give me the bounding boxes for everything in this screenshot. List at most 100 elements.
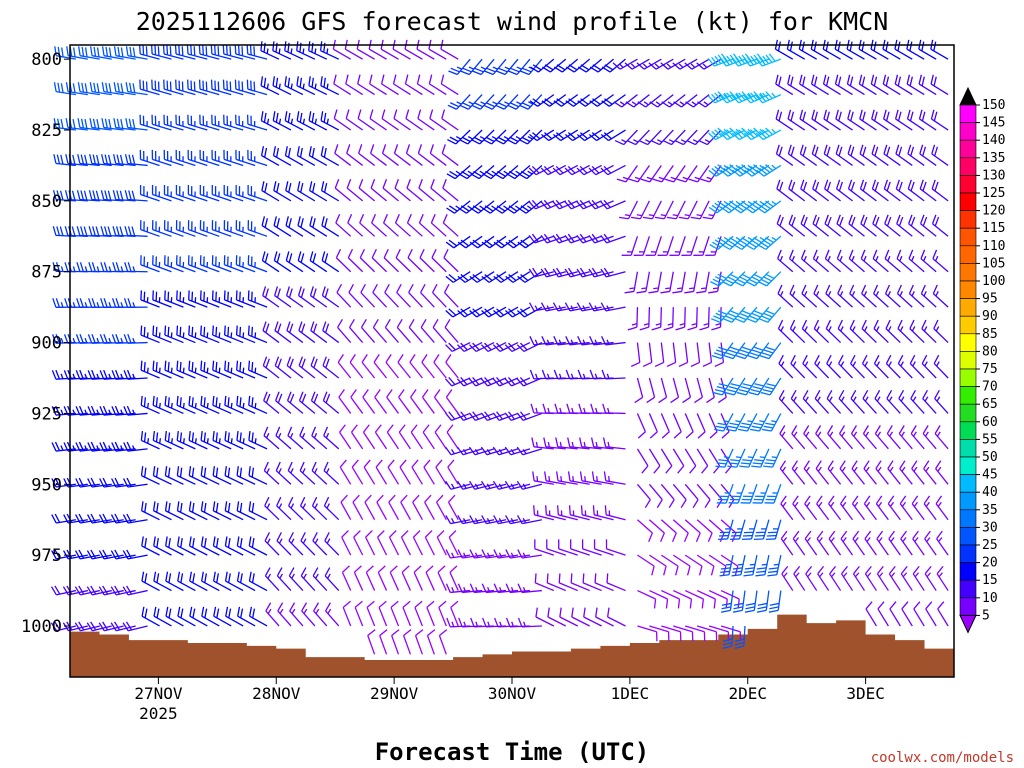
wind-barb: [873, 284, 889, 308]
wind-barb: [516, 306, 543, 318]
wind-barb: [393, 109, 411, 131]
wind-barb: [567, 471, 590, 485]
wind-barb: [101, 82, 124, 96]
wind-barb: [554, 403, 578, 415]
wind-barb: [768, 590, 782, 613]
wind-barb: [349, 354, 364, 379]
wind-barb: [176, 430, 196, 450]
wind-barb: [335, 213, 352, 237]
wind-barb: [898, 425, 913, 450]
wind-barb: [493, 271, 519, 283]
wind-barb: [481, 306, 507, 318]
wind-barb: [883, 109, 901, 131]
wind-barb: [441, 144, 459, 166]
wind-barb: [323, 496, 340, 521]
colorbar-swatch: [959, 456, 977, 475]
wind-barb: [777, 284, 794, 308]
wind-barb: [262, 356, 280, 379]
wind-barb: [438, 600, 447, 627]
wind-barb: [516, 480, 543, 490]
wind-barb: [152, 501, 172, 521]
wind-barb: [412, 530, 423, 556]
wind-barb: [333, 109, 352, 131]
wind-barb: [743, 127, 770, 141]
wind-barb: [800, 214, 818, 237]
wind-barb: [414, 629, 424, 655]
wind-barb: [199, 290, 220, 308]
wind-barb: [530, 58, 555, 73]
wind-barb: [605, 539, 626, 556]
colorbar-label: 35: [982, 503, 998, 518]
wind-barb: [77, 82, 100, 96]
wind-barb: [650, 129, 674, 146]
colorbar-bottom-arrow: [959, 614, 977, 634]
wind-barb: [636, 271, 651, 294]
wind-barb: [163, 149, 184, 167]
wind-barb: [714, 413, 734, 432]
wind-barb: [176, 360, 196, 379]
wind-barb: [335, 248, 352, 273]
wind-barb: [261, 216, 280, 237]
wind-barb: [177, 606, 196, 627]
wind-barb: [804, 530, 818, 556]
wind-barb: [89, 118, 112, 131]
wind-barb: [347, 213, 364, 237]
wind-barb: [921, 354, 937, 379]
wind-barb: [364, 494, 376, 521]
wind-barb: [720, 589, 740, 609]
wind-barb: [664, 165, 686, 183]
wind-barb: [272, 111, 292, 131]
wind-barb: [739, 448, 758, 468]
wind-barb: [672, 483, 687, 509]
wind-barb: [787, 144, 806, 166]
wind-barb: [576, 129, 602, 142]
colorbar-label: 125: [982, 186, 1005, 201]
wind-barb: [110, 585, 136, 596]
wind-barb: [734, 625, 746, 650]
wind-barb: [802, 390, 818, 414]
wind-barb: [248, 466, 268, 485]
wind-barb: [398, 389, 411, 414]
wind-barb: [345, 74, 363, 96]
wind-barb: [663, 307, 674, 331]
wind-barb: [708, 164, 734, 177]
wind-barb: [936, 565, 949, 591]
wind-barb: [777, 249, 794, 273]
wind-barb: [756, 164, 782, 177]
wind-barb: [357, 74, 375, 96]
wind-barb: [895, 144, 913, 166]
wind-barb: [804, 495, 818, 521]
wind-barb: [310, 321, 328, 344]
wind-barb: [672, 448, 685, 474]
wind-barb: [788, 249, 806, 273]
wind-barb: [700, 165, 722, 183]
wind-barb: [394, 179, 411, 202]
wind-barb: [141, 536, 160, 556]
wind-barb: [706, 377, 715, 404]
x-tick-label: 3DEC: [846, 684, 885, 703]
wind-barb: [248, 395, 268, 415]
wind-barb: [787, 74, 806, 96]
wind-barb: [187, 79, 208, 96]
wind-barb: [753, 519, 770, 541]
wind-barb: [199, 255, 220, 273]
wind-barb: [862, 425, 877, 450]
wind-barb: [448, 58, 471, 76]
wind-barb: [374, 424, 388, 450]
y-tick-label: 825: [31, 121, 62, 141]
wind-barb: [53, 118, 76, 131]
wind-barb: [212, 360, 232, 379]
wind-barb: [874, 425, 889, 450]
wind-barb: [298, 356, 316, 379]
wind-barb: [276, 532, 292, 556]
wind-barb: [576, 302, 602, 312]
wind-barb: [199, 114, 220, 131]
wind-barb: [684, 519, 701, 542]
wind-barb: [470, 617, 495, 628]
wind-barb: [728, 484, 746, 504]
wind-barb: [312, 532, 328, 556]
wind-barb: [189, 571, 208, 592]
wind-barb: [400, 530, 412, 556]
wind-barb: [164, 325, 184, 344]
wind-barb: [813, 284, 830, 308]
